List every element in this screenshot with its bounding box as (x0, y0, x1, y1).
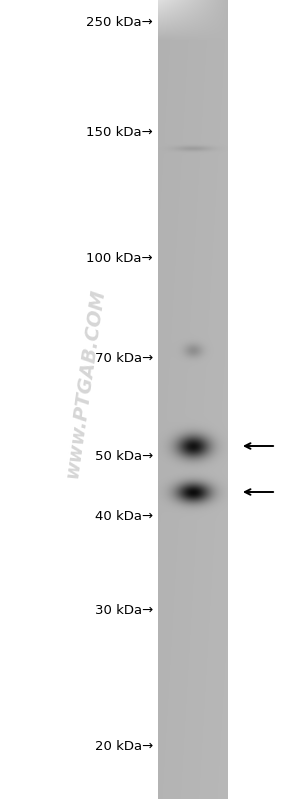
Text: www.PTGAB.COM: www.PTGAB.COM (62, 288, 108, 479)
Text: 150 kDa→: 150 kDa→ (86, 126, 153, 140)
Text: 40 kDa→: 40 kDa→ (95, 510, 153, 523)
Text: 50 kDa→: 50 kDa→ (95, 450, 153, 463)
Text: 70 kDa→: 70 kDa→ (95, 352, 153, 364)
Text: 100 kDa→: 100 kDa→ (86, 252, 153, 264)
Text: 20 kDa→: 20 kDa→ (95, 740, 153, 753)
Text: 250 kDa→: 250 kDa→ (86, 15, 153, 29)
Text: 30 kDa→: 30 kDa→ (95, 603, 153, 617)
